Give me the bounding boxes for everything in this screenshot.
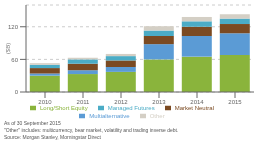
html-text:Source: Morgan Stanley, Mornin: Source: Morgan Stanley, Morningstar Dire… [4,134,101,140]
svg-text:120: 120 [8,24,19,30]
svg-text:60: 60 [11,57,18,63]
html-text:Multialternative: Multialternative [89,113,130,119]
svg-text:2015: 2015 [228,99,242,105]
html-text:"Other" includes: multicurrenc: "Other" includes: multicurrency, bear ma… [4,127,179,133]
html-text:Other: Other [149,113,165,119]
svg-text:0: 0 [15,89,19,95]
html-text:Managed Futures: Managed Futures [107,105,155,111]
svg-text:2014: 2014 [190,99,204,105]
svg-text:2010: 2010 [38,99,52,105]
svg-text:2013: 2013 [152,99,166,105]
html-text:Market Neutral: Market Neutral [174,105,214,111]
html-text:As of 30 September 2015: As of 30 September 2015 [4,120,61,126]
svg-text:2012: 2012 [114,99,128,105]
svg-text:($B): ($B) [8,43,11,54]
svg-text:2011: 2011 [77,99,91,105]
html-text:Long/Short Equity: Long/Short Equity [40,105,88,111]
